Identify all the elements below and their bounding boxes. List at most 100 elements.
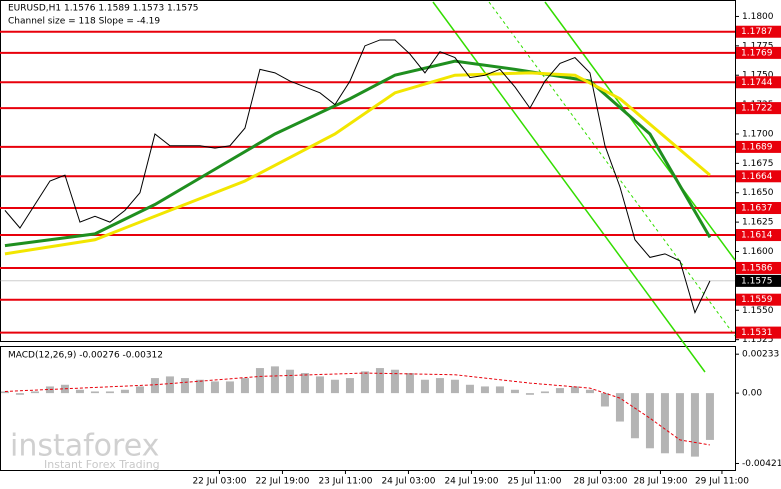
level-tag: [736, 326, 781, 339]
y-tick-label: 1.1600: [742, 247, 774, 257]
macd-bar: [255, 368, 264, 394]
macd-tick-label: -0.00421: [742, 459, 781, 469]
macd-bar: [630, 393, 639, 439]
macd-label: MACD(12,26,9) -0.00276 -0.00312: [8, 351, 163, 361]
macd-bar: [105, 391, 114, 394]
y-tick-label: 1.1775: [742, 41, 774, 51]
macd-bar: [390, 369, 399, 394]
macd-bar: [225, 381, 234, 394]
level-tag: [736, 229, 781, 242]
macd-bar: [420, 379, 429, 394]
macd-bar: [495, 386, 504, 394]
macd-bar: [645, 393, 654, 449]
x-tick-label: 25 Jul 11:00: [507, 477, 561, 487]
level-label: 1.1637: [741, 204, 773, 214]
y-tick-label: 1.1650: [742, 188, 774, 198]
y-tick-label: 1.1525: [742, 335, 774, 345]
macd-bar: [510, 389, 519, 394]
macd-bar: [435, 378, 444, 394]
x-tick-label: 24 Jul 19:00: [444, 477, 498, 487]
macd-bar: [555, 388, 564, 394]
level-tag: [736, 46, 781, 59]
last-price-label: 1.1575: [741, 276, 773, 286]
macd-bar: [135, 386, 144, 394]
x-tick-label: 28 Jul 03:00: [573, 477, 627, 487]
y-tick-label: 1.1800: [742, 12, 774, 22]
level-label: 1.1664: [741, 172, 773, 182]
macd-bar: [600, 393, 609, 407]
macd-bar: [195, 379, 204, 394]
macd-bar: [30, 391, 39, 394]
level-label: 1.1614: [741, 231, 773, 241]
macd-bar: [525, 393, 534, 395]
macd-bar: [90, 391, 99, 394]
level-label: 1.1722: [741, 104, 773, 114]
chart-title: EURUSD,H1 1.1576 1.1589 1.1573 1.1575: [8, 4, 199, 14]
level-label: 1.1559: [741, 295, 773, 305]
level-label: 1.1744: [741, 78, 773, 88]
plot: [0, 30, 735, 457]
macd-bar: [270, 366, 279, 394]
level-label: 1.1769: [741, 48, 773, 58]
level-tag: [736, 76, 781, 89]
macd-bar: [75, 389, 84, 394]
chart-subtitle: Channel size = 118 Slope = -4.19: [8, 17, 160, 27]
macd-bar: [330, 379, 339, 394]
x-tick-label: 28 Jul 19:00: [633, 477, 687, 487]
watermark-tagline: Instant Forex Trading: [44, 458, 160, 471]
macd-bar: [345, 378, 354, 394]
macd-bar: [450, 379, 459, 394]
x-tick-label: 24 Jul 03:00: [381, 477, 435, 487]
macd-bar: [480, 386, 489, 394]
macd-bar: [210, 381, 219, 394]
last-price-tag: [736, 274, 781, 287]
level-tag: [736, 293, 781, 306]
macd-bar: [285, 369, 294, 394]
macd-bar: [150, 378, 159, 394]
watermark: instaforex: [10, 429, 159, 464]
macd-bar: [360, 371, 369, 394]
macd-bar: [570, 386, 579, 394]
macd-bar: [675, 393, 684, 454]
macd-signal: [4, 372, 711, 446]
macd-bar: [180, 378, 189, 394]
level-tag: [736, 170, 781, 183]
price-line: [4, 39, 711, 315]
moving-average: [4, 71, 711, 256]
level-tag: [736, 261, 781, 274]
macd-bar: [690, 393, 699, 457]
macd-bar: [405, 373, 414, 394]
price-frame: [0, 0, 736, 342]
macd-bar: [585, 389, 594, 394]
macd-tick-label: 0.00233: [742, 350, 779, 360]
level-tag: [736, 102, 781, 115]
macd-bar: [165, 376, 174, 394]
level-label: 1.1689: [741, 142, 773, 152]
y-tick-label: 1.1750: [742, 71, 774, 81]
macd-bar: [120, 389, 129, 394]
macd-bar: [660, 393, 669, 454]
y-tick-label: 1.1625: [742, 218, 774, 228]
y-tick-label: 1.1675: [742, 159, 774, 169]
channel-upper: [544, 1, 736, 261]
level-tag: [736, 140, 781, 153]
macd-bar: [300, 373, 309, 394]
macd-bar: [540, 391, 549, 394]
macd-bar: [15, 393, 24, 395]
macd-bar: [615, 393, 624, 422]
level-label: 1.1531: [741, 328, 773, 338]
macd-tick-label: 0.00: [742, 389, 762, 399]
macd-bar: [240, 378, 249, 394]
x-tick-label: 29 Jul 11:00: [695, 477, 749, 487]
macd-frame: [0, 346, 736, 471]
level-label: 1.1586: [741, 263, 773, 273]
x-tick-label: 22 Jul 19:00: [255, 477, 309, 487]
macd-bar: [375, 368, 384, 394]
macd-bar: [0, 391, 9, 394]
level-tag: [736, 25, 781, 38]
x-tick-label: 22 Jul 03:00: [192, 477, 246, 487]
x-tick-label: 23 Jul 11:00: [318, 477, 372, 487]
macd-bar: [465, 384, 474, 394]
